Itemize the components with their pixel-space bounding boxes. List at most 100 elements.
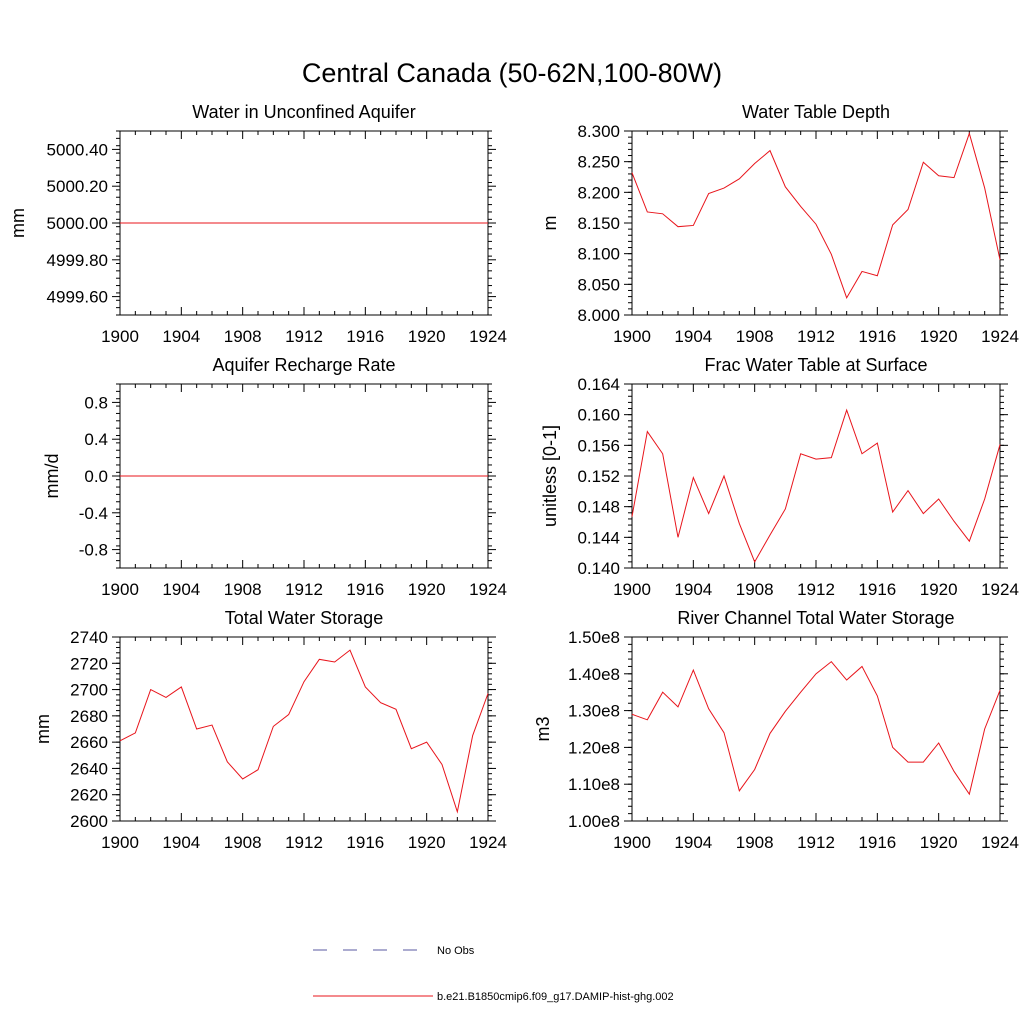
y-tick-label: 1.00e8 — [568, 812, 620, 831]
panel-1: Water in Unconfined Aquifer mm 1900 1904 190… — [8, 102, 507, 346]
x-tick-label: 1920 — [408, 327, 446, 346]
panel-title: Water Table Depth — [742, 102, 890, 122]
x-tick-label: 1904 — [162, 327, 200, 346]
plot-frame — [119, 636, 489, 822]
series-line — [631, 660, 1001, 796]
y-tick-label: 2740 — [70, 628, 108, 647]
x-tick-label: 1908 — [224, 833, 262, 852]
x-tick-label: 1900 — [101, 833, 139, 852]
y-tick-label: 2660 — [70, 733, 108, 752]
series-line — [631, 408, 1001, 564]
y-axis-label: m3 — [533, 716, 553, 741]
x-tick-label: 1900 — [613, 580, 651, 599]
x-tick-label: 1900 — [101, 580, 139, 599]
plot-frame — [631, 130, 1001, 316]
y-tick-label: 1.10e8 — [568, 775, 620, 794]
x-tick-label: 1916 — [858, 580, 896, 599]
x-tick-label: 1920 — [920, 327, 958, 346]
x-tick-label: 1904 — [162, 833, 200, 852]
panel-5: Total Water Storage mm 1900 1904 1908 1912 191… — [33, 608, 507, 852]
y-tick-label: 2720 — [70, 654, 108, 673]
panel-title: Frac Water Table at Surface — [704, 355, 927, 375]
x-tick-label: 1912 — [797, 580, 835, 599]
panel-title: Aquifer Recharge Rate — [212, 355, 395, 375]
y-tick-label: 8.300 — [577, 122, 620, 141]
x-tick-label: 1908 — [736, 580, 774, 599]
panel-6: River Channel Total Water Storage m3 1900 1… — [533, 608, 1019, 852]
y-tick-label: 2700 — [70, 681, 108, 700]
y-tick-label: 5000.00 — [47, 214, 108, 233]
y-tick-label: -0.8 — [79, 541, 108, 560]
x-tick-label: 1904 — [674, 833, 712, 852]
y-axis-label: unitless [0-1] — [540, 425, 560, 527]
y-tick-label: 0.164 — [577, 375, 620, 394]
y-tick-label: 1.40e8 — [568, 665, 620, 684]
y-tick-label: 5000.20 — [47, 177, 108, 196]
y-tick-label: 2680 — [70, 707, 108, 726]
x-tick-label: 1916 — [346, 833, 384, 852]
panel-title: Total Water Storage — [225, 608, 383, 628]
y-tick-label: 4999.80 — [47, 251, 108, 270]
panel-4: Frac Water Table at Surface unitless [0-1… — [540, 355, 1019, 599]
y-tick-label: -0.4 — [79, 504, 108, 523]
y-tick-label: 0.148 — [577, 498, 620, 517]
y-tick-label: 0.8 — [84, 393, 108, 412]
x-tick-label: 1920 — [408, 833, 446, 852]
x-tick-label: 1912 — [285, 580, 323, 599]
y-axis-label: mm — [33, 714, 53, 744]
y-tick-label: 5000.40 — [47, 140, 108, 159]
panel-2: Water Table Depth m 1900 1904 1908 1912 1916 19… — [540, 102, 1019, 346]
x-tick-label: 1908 — [224, 327, 262, 346]
y-tick-label: 0.0 — [84, 467, 108, 486]
x-tick-label: 1904 — [674, 580, 712, 599]
x-tick-label: 1916 — [858, 833, 896, 852]
y-tick-label: 8.150 — [577, 214, 620, 233]
plot-frame — [631, 383, 1001, 569]
series-line — [631, 131, 1001, 300]
y-tick-label: 8.250 — [577, 153, 620, 172]
y-tick-label: 0.160 — [577, 406, 620, 425]
y-tick-label: 8.050 — [577, 275, 620, 294]
y-tick-label: 4999.60 — [47, 288, 108, 307]
y-tick-label: 0.140 — [577, 559, 620, 578]
panel-title: River Channel Total Water Storage — [677, 608, 954, 628]
y-axis-label: m — [540, 216, 560, 231]
x-tick-label: 1904 — [162, 580, 200, 599]
x-tick-label: 1924 — [469, 580, 507, 599]
legend-no-obs-label: No Obs — [437, 945, 475, 957]
x-tick-label: 1924 — [981, 327, 1019, 346]
x-tick-label: 1900 — [613, 833, 651, 852]
y-tick-label: 0.152 — [577, 467, 620, 486]
series-line — [119, 649, 489, 814]
x-tick-label: 1912 — [285, 327, 323, 346]
y-axis-label: mm/d — [42, 454, 62, 499]
legend: No Obs b.e21.B1850cmip6.f09_g17.DAMIP-hi… — [313, 945, 674, 1003]
y-tick-label: 8.000 — [577, 306, 620, 325]
figure-title: Central Canada (50-62N,100-80W) — [302, 58, 722, 88]
y-tick-label: 1.20e8 — [568, 738, 620, 757]
y-tick-label: 0.156 — [577, 436, 620, 455]
x-tick-label: 1908 — [736, 833, 774, 852]
x-tick-label: 1924 — [981, 580, 1019, 599]
y-axis-label: mm — [8, 208, 28, 238]
x-tick-label: 1912 — [797, 327, 835, 346]
x-tick-label: 1920 — [408, 580, 446, 599]
panel-3: Aquifer Recharge Rate mm/d 1900 1904 1908 191… — [42, 355, 507, 599]
x-tick-label: 1916 — [346, 327, 384, 346]
x-tick-label: 1912 — [797, 833, 835, 852]
x-tick-label: 1904 — [674, 327, 712, 346]
x-tick-label: 1908 — [736, 327, 774, 346]
y-tick-label: 0.144 — [577, 528, 620, 547]
x-tick-label: 1916 — [346, 580, 384, 599]
x-tick-label: 1920 — [920, 833, 958, 852]
x-tick-label: 1924 — [981, 833, 1019, 852]
y-tick-label: 2620 — [70, 786, 108, 805]
x-tick-label: 1924 — [469, 833, 507, 852]
x-tick-label: 1900 — [101, 327, 139, 346]
y-tick-label: 0.4 — [84, 430, 108, 449]
x-tick-label: 1912 — [285, 833, 323, 852]
x-tick-label: 1908 — [224, 580, 262, 599]
y-tick-label: 8.100 — [577, 245, 620, 264]
y-tick-label: 1.50e8 — [568, 628, 620, 647]
x-tick-label: 1900 — [613, 327, 651, 346]
